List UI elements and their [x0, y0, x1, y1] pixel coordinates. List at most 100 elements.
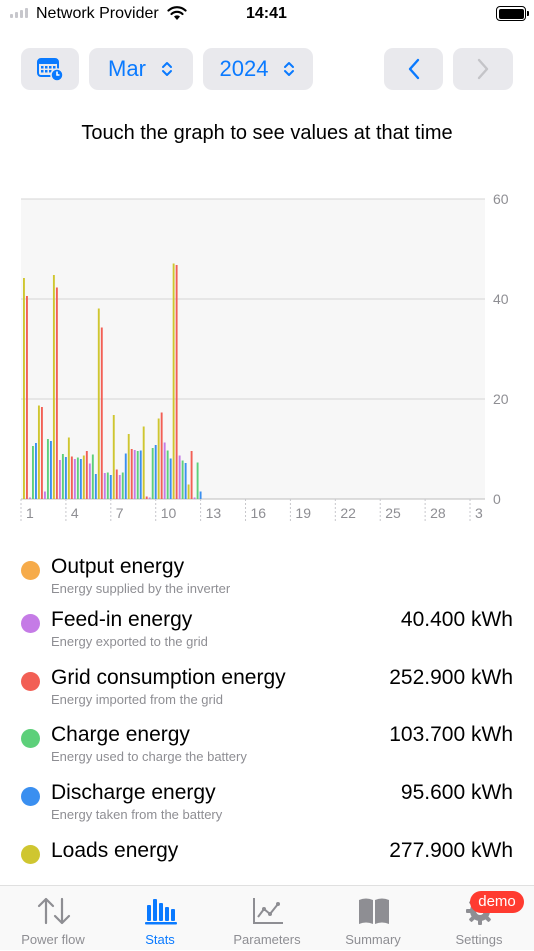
calendar-icon	[37, 58, 64, 82]
wifi-icon	[167, 6, 187, 20]
bar-loads-energy	[112, 415, 115, 499]
bar-feed-in-energy	[178, 455, 181, 499]
bar-grid-consumption-energy	[145, 496, 148, 499]
legend-item: Grid consumption energy Energy imported f…	[0, 663, 534, 713]
x-tick-label: 25	[385, 505, 401, 521]
legend-color-dot	[21, 729, 40, 748]
tab-summary[interactable]: Summary	[320, 886, 426, 951]
legend-title: Output energy	[51, 555, 185, 578]
month-value: Mar	[108, 56, 146, 81]
bar-discharge-energy	[139, 450, 142, 499]
bar-charge-energy	[181, 460, 184, 499]
book-icon	[359, 898, 389, 924]
bar-loads-energy	[23, 278, 25, 499]
tab-label: Parameters	[233, 932, 301, 947]
bar-grid-consumption-energy	[55, 287, 58, 499]
bar-loads-energy	[157, 418, 160, 499]
bar-charge-energy	[121, 472, 124, 499]
bar-discharge-energy	[49, 441, 52, 499]
bar-loads-energy	[127, 434, 130, 499]
legend-subtitle: Energy supplied by the inverter	[51, 581, 231, 596]
bar-grid-consumption-energy	[190, 451, 193, 499]
y-tick-label: 0	[493, 491, 501, 507]
legend-color-dot	[21, 787, 40, 806]
x-tick-label: 4	[71, 505, 79, 521]
legend-value: 95.600 kWh	[400, 781, 513, 804]
bar-grid-consumption-energy	[70, 456, 73, 499]
bar-feed-in-energy	[118, 475, 121, 499]
legend-title: Grid consumption energy	[51, 666, 286, 689]
chevron-left-icon	[408, 58, 419, 80]
bar-feed-in-energy	[73, 459, 76, 499]
status-bar: Network Provider 14:41	[0, 0, 534, 28]
legend-value: 103.700 kWh	[389, 723, 513, 746]
bar-feed-in-energy	[103, 473, 106, 499]
y-tick-label: 60	[493, 191, 509, 207]
battery-icon	[496, 6, 529, 21]
month-selector[interactable]: Mar	[89, 48, 193, 90]
tab-label: Summary	[345, 932, 401, 947]
bar-discharge-energy	[184, 463, 187, 499]
status-time: 14:41	[246, 5, 287, 22]
bar-discharge-energy	[169, 458, 172, 499]
x-tick-label: 10	[161, 505, 177, 521]
tab-label: Stats	[145, 932, 175, 947]
y-tick-label: 20	[493, 391, 509, 407]
legend-color-dot	[21, 561, 40, 580]
bar-loads-energy	[37, 405, 40, 499]
x-tick-label: 28	[430, 505, 446, 521]
signal-strength-icon	[10, 8, 28, 18]
bar-charge-energy	[151, 448, 154, 499]
legend-item: Loads energy 277.900 kWh	[0, 836, 534, 886]
calendar-button[interactable]	[21, 48, 79, 90]
legend-item: Output energy Energy supplied by the inve…	[0, 552, 534, 602]
tab-parameters[interactable]: Parameters	[214, 886, 320, 951]
tab-power-flow[interactable]: Power flow	[0, 886, 106, 951]
legend-item: Feed-in energy Energy exported to the gri…	[0, 605, 534, 655]
x-tick-label: 19	[295, 505, 311, 521]
legend-item: Discharge energy Energy taken from the ba…	[0, 778, 534, 828]
x-tick-label: 13	[206, 505, 222, 521]
legend-value: 252.900 kWh	[389, 666, 513, 689]
year-selector[interactable]: 2024	[203, 48, 313, 90]
bar-feed-in-energy	[163, 442, 166, 499]
legend-title: Charge energy	[51, 723, 190, 746]
legend-item: Charge energy Energy used to charge the b…	[0, 720, 534, 770]
bar-discharge-energy	[94, 474, 97, 499]
next-button[interactable]	[453, 48, 513, 90]
bar-feed-in-energy	[148, 497, 151, 499]
bar-charge-energy	[166, 450, 169, 499]
previous-button[interactable]	[384, 48, 443, 90]
bar-discharge-energy	[124, 453, 127, 499]
plot-area	[21, 199, 485, 499]
bar-discharge-energy	[199, 491, 202, 499]
bar-chart-icon	[145, 899, 177, 925]
chevron-up-down-icon	[284, 62, 295, 76]
bar-loads-energy	[172, 263, 175, 499]
bar-charge-energy	[46, 439, 49, 499]
x-tick-label: 7	[116, 505, 124, 521]
legend-value: 40.400 kWh	[400, 608, 513, 631]
legend-color-dot	[21, 672, 40, 691]
bar-loads-energy	[52, 275, 55, 499]
bar-grid-consumption-energy	[160, 412, 163, 499]
bar-feed-in-energy	[88, 463, 91, 499]
bar-charge-energy	[196, 462, 199, 499]
year-value: 2024	[219, 56, 269, 81]
bar-grid-consumption-energy	[130, 449, 133, 499]
bar-grid-consumption-energy	[85, 451, 88, 499]
bar-grid-consumption-energy	[26, 296, 28, 499]
tab-label: Power flow	[21, 932, 85, 947]
bar-charge-energy	[106, 472, 109, 499]
bar-charge-energy	[91, 454, 94, 499]
legend-title: Loads energy	[51, 839, 179, 862]
tab-label: Settings	[455, 932, 503, 947]
bar-feed-in-energy	[29, 497, 31, 499]
bar-charge-energy	[61, 454, 64, 499]
tab-stats[interactable]: Stats	[107, 886, 213, 951]
x-tick-label: 1	[26, 505, 34, 521]
energy-bar-chart[interactable]: 0 20 40 60 1 4 7 10 13 16 19 22 25 28 3	[0, 185, 534, 530]
bar-discharge-energy	[154, 445, 157, 499]
x-tick-label: 16	[251, 505, 267, 521]
chart-hint: Touch the graph to see values at that ti…	[81, 122, 453, 144]
